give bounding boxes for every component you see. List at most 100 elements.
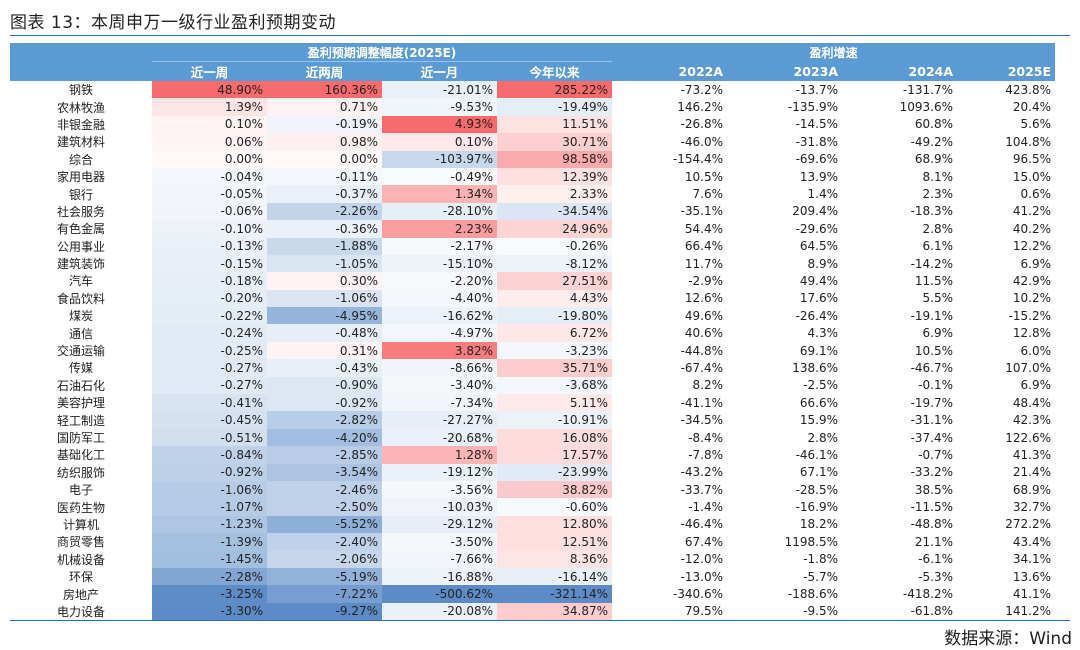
cell-growth-2022a: -46.0% bbox=[680, 134, 724, 149]
cell-adj-1w: -0.04% bbox=[152, 167, 267, 186]
cell-growth-2025e: 68.9% bbox=[1012, 482, 1052, 497]
cell-adj-1w: -0.45% bbox=[152, 411, 267, 429]
cell-growth-2025e: 21.4% bbox=[1012, 465, 1052, 480]
header-group-row: 盈利预期调整幅度(2025E) 盈利增速 bbox=[10, 43, 1056, 62]
cell-industry: 商贸零售 bbox=[56, 535, 105, 550]
cell-growth-2023a: -14.5% bbox=[795, 117, 839, 132]
cell-growth-2025e: 34.1% bbox=[1012, 552, 1052, 567]
cell-growth-2023a: 69.1% bbox=[799, 343, 839, 358]
cell-growth-2022a: 10.5% bbox=[684, 169, 724, 184]
cell-growth-2022a: -8.4% bbox=[688, 430, 724, 445]
table-row: 社会服务 -0.06% -2.26% -28.10% -34.54% -35.1% 209.… bbox=[10, 202, 1055, 221]
cell-adj-1m: 0.10% bbox=[382, 133, 497, 151]
cell-adj-ytd: 6.72% bbox=[497, 324, 613, 342]
cell-growth-2023a: 49.4% bbox=[799, 273, 839, 288]
cell-growth-2022a: -44.8% bbox=[680, 343, 724, 358]
cell-adj-2w: -0.48% bbox=[267, 324, 382, 342]
cell-adj-ytd: 12.80% bbox=[497, 515, 613, 534]
cell-adj-ytd: -34.54% bbox=[497, 202, 613, 221]
table-row: 家用电器 -0.04% -0.11% -0.49% 12.39% 10.5% 13.9% 8.… bbox=[10, 167, 1055, 186]
cell-growth-2024a: 38.5% bbox=[914, 482, 954, 497]
cell-adj-1m: -2.17% bbox=[382, 237, 497, 255]
cell-adj-1w: 0.00% bbox=[152, 150, 267, 168]
cell-growth-2023a: 8.9% bbox=[807, 256, 839, 271]
cell-growth-2025e: 41.2% bbox=[1012, 204, 1052, 219]
cell-growth-2022a: 67.4% bbox=[684, 534, 724, 549]
cell-growth-2025e: 6.0% bbox=[1020, 343, 1052, 358]
cell-growth-2023a: -9.5% bbox=[803, 604, 839, 619]
col-header-industry bbox=[10, 61, 152, 81]
cell-industry: 电子 bbox=[68, 483, 93, 498]
table-row: 传媒 -0.27% -0.43% -8.66% 35.71% -67.4% 138.6% -4… bbox=[10, 359, 1055, 377]
cell-growth-2022a: -41.1% bbox=[680, 395, 724, 410]
cell-adj-1m: -20.08% bbox=[382, 602, 497, 621]
cell-adj-1w: -0.06% bbox=[152, 202, 267, 221]
cell-growth-2024a: -31.1% bbox=[910, 413, 954, 428]
cell-growth-2024a: -46.7% bbox=[910, 360, 954, 375]
cell-industry: 钢铁 bbox=[68, 83, 93, 98]
cell-growth-2023a: -29.6% bbox=[795, 221, 839, 236]
cell-adj-1w: -0.13% bbox=[152, 237, 267, 255]
cell-growth-2022a: -46.4% bbox=[680, 517, 724, 532]
table-row: 综合 0.00% 0.00% -103.97% 98.58% -154.4% -69.6% 6… bbox=[10, 150, 1055, 168]
cell-growth-2022a: -154.4% bbox=[672, 152, 724, 167]
header-group-adjustment: 盈利预期调整幅度(2025E) bbox=[152, 43, 613, 62]
cell-adj-1m: -4.97% bbox=[382, 324, 497, 342]
cell-growth-2022a: -34.5% bbox=[680, 413, 724, 428]
cell-growth-2025e: 12.2% bbox=[1012, 239, 1052, 254]
cell-growth-2022a: -12.0% bbox=[680, 552, 724, 567]
cell-growth-2025e: 5.6% bbox=[1020, 117, 1052, 132]
cell-growth-2023a: 18.2% bbox=[799, 517, 839, 532]
cell-adj-2w: -0.37% bbox=[267, 185, 382, 203]
cell-industry: 国防军工 bbox=[56, 431, 105, 445]
table-row: 房地产 -3.25% -7.22% -500.62% -321.14% -340.6% -1… bbox=[10, 585, 1055, 603]
cell-adj-2w: -9.27% bbox=[267, 602, 382, 621]
cell-growth-2023a: -188.6% bbox=[787, 587, 839, 602]
cell-adj-1m: -28.10% bbox=[382, 202, 497, 221]
cell-growth-2024a: 68.9% bbox=[914, 152, 954, 167]
cell-adj-1w: -0.22% bbox=[152, 307, 267, 325]
cell-adj-1m: -3.56% bbox=[382, 480, 497, 499]
cell-adj-ytd: -3.68% bbox=[497, 376, 613, 395]
table-row: 电力设备 -3.30% -9.27% -20.08% 34.87% 79.5% -9.5% -… bbox=[10, 602, 1055, 621]
cell-adj-2w: -1.05% bbox=[267, 254, 382, 273]
cell-growth-2024a: -37.4% bbox=[910, 430, 954, 445]
cell-growth-2025e: 32.7% bbox=[1012, 500, 1052, 515]
cell-growth-2024a: -19.7% bbox=[910, 395, 954, 410]
cell-adj-2w: -0.19% bbox=[267, 115, 382, 134]
cell-industry: 汽车 bbox=[68, 274, 93, 289]
cell-adj-2w: -5.19% bbox=[267, 567, 382, 586]
cell-adj-2w: -2.06% bbox=[267, 550, 382, 568]
cell-growth-2023a: 17.6% bbox=[799, 291, 839, 306]
cell-adj-1m: -8.66% bbox=[382, 359, 497, 377]
cell-adj-1m: -3.50% bbox=[382, 533, 497, 551]
cell-growth-2025e: 0.6% bbox=[1020, 187, 1052, 202]
col-header-2023a: 2023A bbox=[727, 61, 843, 81]
cell-adj-ytd: 34.87% bbox=[497, 602, 613, 621]
cell-adj-1w: 48.90% bbox=[152, 81, 267, 99]
cell-growth-2023a: -1.8% bbox=[803, 552, 839, 567]
cell-adj-1m: -7.34% bbox=[382, 394, 497, 412]
cell-industry: 食品饮料 bbox=[56, 291, 105, 306]
cell-adj-2w: 0.00% bbox=[267, 150, 382, 168]
cell-growth-2024a: 2.8% bbox=[922, 221, 954, 236]
cell-adj-2w: -4.20% bbox=[267, 428, 382, 447]
cell-growth-2025e: 272.2% bbox=[1005, 517, 1052, 532]
cell-growth-2024a: -6.1% bbox=[918, 552, 954, 567]
col-header-2024a: 2024A bbox=[842, 61, 958, 81]
cell-adj-2w: -0.36% bbox=[267, 220, 382, 238]
table-row: 食品饮料 -0.20% -1.06% -4.40% 4.43% 12.6% 17.6% 5.5… bbox=[10, 289, 1055, 308]
cell-adj-1w: -0.84% bbox=[152, 446, 267, 464]
cell-industry: 房地产 bbox=[62, 587, 99, 602]
table-row: 纺织服饰 -0.92% -3.54% -19.12% -23.99% -43.2% 67.1… bbox=[10, 463, 1055, 481]
cell-industry: 通信 bbox=[68, 326, 93, 341]
cell-industry: 农林牧渔 bbox=[56, 100, 105, 115]
cell-growth-2025e: 43.4% bbox=[1012, 534, 1052, 549]
table-row: 美容护理 -0.41% -0.92% -7.34% 5.11% -41.1% 66.6% -1… bbox=[10, 394, 1055, 412]
cell-industry: 综合 bbox=[68, 152, 93, 167]
cell-industry: 传媒 bbox=[68, 361, 93, 376]
cell-growth-2022a: -1.4% bbox=[688, 500, 724, 515]
table-row: 公用事业 -0.13% -1.88% -2.17% -0.26% 66.4% 64.5% 6.… bbox=[10, 237, 1055, 255]
cell-adj-2w: -4.95% bbox=[267, 307, 382, 325]
cell-growth-2024a: 6.1% bbox=[922, 239, 954, 254]
